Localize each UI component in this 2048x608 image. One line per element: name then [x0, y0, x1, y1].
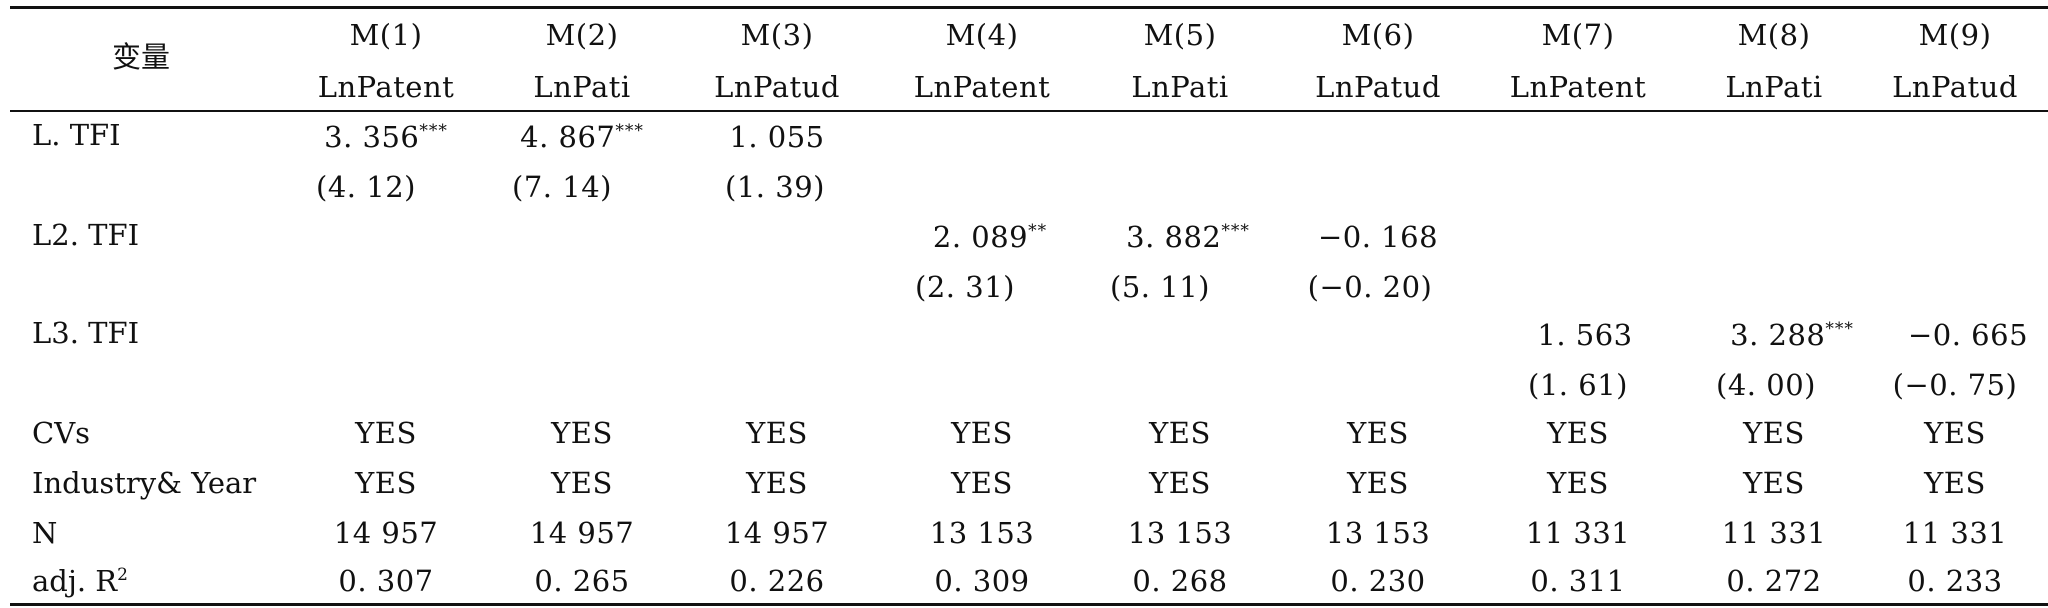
tstat-cell: (−0. 20) — [1307, 270, 1433, 304]
variable-header: 变量 — [112, 40, 171, 74]
col-dependent: LnPati — [1725, 70, 1823, 104]
col-dependent: LnPatud — [714, 70, 840, 104]
row-label-adj-r2: adj. R2 — [32, 564, 129, 598]
cvs-cell: YES — [951, 416, 1013, 450]
bottom-rule — [10, 603, 2048, 606]
row-label-cvs: CVs — [32, 416, 91, 450]
col-model: M(3) — [740, 18, 814, 52]
fe-cell: YES — [1924, 466, 1986, 500]
significance-stars: *** — [1825, 319, 1854, 339]
fe-cell: YES — [951, 466, 1013, 500]
n-cell: 13 153 — [1325, 516, 1431, 550]
fe-cell: YES — [1547, 466, 1609, 500]
tstat-cell: (5. 11) — [1110, 270, 1210, 304]
coef-cell: 3. 288*** — [1730, 318, 1854, 352]
tstat-cell: (1. 39) — [725, 170, 825, 204]
col-dependent: LnPatud — [1892, 70, 2018, 104]
r2-cell: 0. 272 — [1726, 564, 1822, 598]
row-label-n: N — [32, 516, 58, 550]
header-rule — [10, 110, 2048, 112]
n-cell: 14 957 — [529, 516, 635, 550]
r2-cell: 0. 265 — [534, 564, 630, 598]
col-model: M(9) — [1918, 18, 1992, 52]
col-model: M(5) — [1143, 18, 1217, 52]
col-dependent: LnPati — [1131, 70, 1229, 104]
tstat-cell: (1. 61) — [1528, 368, 1628, 402]
cvs-cell: YES — [551, 416, 613, 450]
coef-cell: −0. 665 — [1907, 318, 2029, 352]
cvs-cell: YES — [1149, 416, 1211, 450]
n-cell: 14 957 — [724, 516, 830, 550]
n-cell: 13 153 — [1127, 516, 1233, 550]
row-label-l1-tfi: L. TFI — [32, 118, 121, 152]
col-dependent: LnPati — [533, 70, 631, 104]
cvs-cell: YES — [1924, 416, 1986, 450]
significance-stars: *** — [419, 121, 448, 141]
row-label-l3-tfi: L3. TFI — [32, 316, 140, 350]
fe-cell: YES — [1347, 466, 1409, 500]
fe-cell: YES — [551, 466, 613, 500]
fe-cell: YES — [1743, 466, 1805, 500]
col-dependent: LnPatent — [1509, 70, 1647, 104]
fe-cell: YES — [1149, 466, 1211, 500]
coef-cell: 2. 089** — [932, 220, 1048, 254]
fe-cell: YES — [355, 466, 417, 500]
col-dependent: LnPatent — [317, 70, 455, 104]
cvs-cell: YES — [1743, 416, 1805, 450]
coef-cell: 3. 882*** — [1126, 220, 1250, 254]
fe-cell: YES — [746, 466, 808, 500]
col-dependent: LnPatent — [913, 70, 1051, 104]
r2-superscript: 2 — [117, 565, 129, 585]
col-model: M(1) — [349, 18, 423, 52]
tstat-cell: (−0. 75) — [1892, 368, 2018, 402]
col-dependent: LnPatud — [1315, 70, 1441, 104]
coef-cell: 1. 563 — [1537, 318, 1633, 352]
row-label-industry-year: Industry& Year — [32, 466, 257, 500]
tstat-cell: (2. 31) — [915, 270, 1015, 304]
r2-cell: 0. 309 — [934, 564, 1030, 598]
tstat-cell: (4. 12) — [316, 170, 416, 204]
coef-cell: 3. 356*** — [324, 120, 448, 154]
r2-cell: 0. 226 — [729, 564, 825, 598]
n-cell: 11 331 — [1525, 516, 1631, 550]
n-cell: 13 153 — [929, 516, 1035, 550]
cvs-cell: YES — [1547, 416, 1609, 450]
col-model: M(2) — [545, 18, 619, 52]
cvs-cell: YES — [746, 416, 808, 450]
tstat-cell: (7. 14) — [512, 170, 612, 204]
col-model: M(7) — [1541, 18, 1615, 52]
n-cell: 11 331 — [1902, 516, 2008, 550]
top-rule — [10, 6, 2048, 9]
significance-stars: ** — [1028, 221, 1048, 241]
r2-cell: 0. 311 — [1530, 564, 1626, 598]
cvs-cell: YES — [355, 416, 417, 450]
col-model: M(4) — [945, 18, 1019, 52]
coef-cell: 1. 055 — [729, 120, 825, 154]
coef-cell: −0. 168 — [1317, 220, 1439, 254]
r2-cell: 0. 230 — [1330, 564, 1426, 598]
r2-cell: 0. 268 — [1132, 564, 1228, 598]
significance-stars: *** — [1221, 221, 1250, 241]
tstat-cell: (4. 00) — [1716, 368, 1816, 402]
significance-stars: *** — [615, 121, 644, 141]
r2-cell: 0. 307 — [338, 564, 434, 598]
row-label-l2-tfi: L2. TFI — [32, 218, 140, 252]
n-cell: 14 957 — [333, 516, 439, 550]
col-model: M(6) — [1341, 18, 1415, 52]
coef-cell: 4. 867*** — [520, 120, 644, 154]
n-cell: 11 331 — [1721, 516, 1827, 550]
col-model: M(8) — [1737, 18, 1811, 52]
cvs-cell: YES — [1347, 416, 1409, 450]
r2-cell: 0. 233 — [1907, 564, 2003, 598]
